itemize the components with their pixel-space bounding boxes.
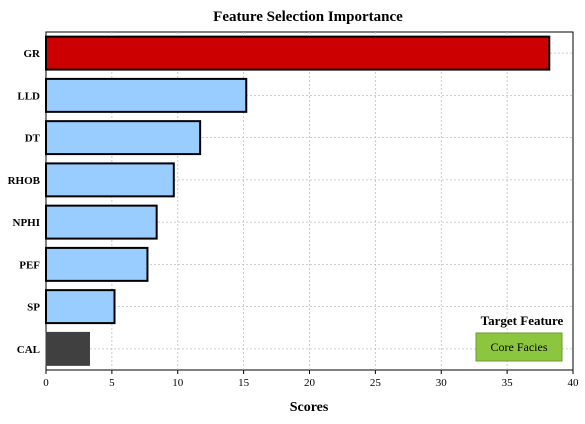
legend: Target Feature Core Facies bbox=[475, 313, 564, 362]
category-label-nphi: NPHI bbox=[13, 217, 41, 229]
x-axis-title: Scores bbox=[290, 400, 329, 415]
x-tick-label-5: 5 bbox=[109, 377, 115, 389]
bars bbox=[45, 35, 551, 366]
legend-title: Target Feature bbox=[481, 313, 564, 328]
bar-cal bbox=[45, 331, 90, 366]
legend-swatch-core-facies bbox=[475, 332, 563, 362]
bar-rhob bbox=[45, 162, 175, 198]
chart-title: Feature Selection Importance bbox=[213, 9, 403, 25]
x-axis-ticks: 0 5 10 15 20 25 30 35 40 bbox=[43, 370, 579, 389]
x-tick-label-35: 35 bbox=[502, 377, 514, 389]
x-tick-label-30: 30 bbox=[436, 377, 448, 389]
bar-gr bbox=[45, 35, 551, 71]
bar-lld bbox=[45, 77, 248, 113]
x-tick-label-20: 20 bbox=[304, 377, 316, 389]
category-label-cal: CAL bbox=[17, 344, 40, 356]
category-label-dt: DT bbox=[25, 133, 41, 145]
legend-label-core-facies: Core Facies bbox=[491, 340, 548, 354]
category-label-lld: LLD bbox=[17, 90, 40, 102]
category-labels: GR LLD DT RHOB NPHI PEF SP CAL bbox=[8, 48, 41, 356]
category-label-gr: GR bbox=[24, 48, 42, 60]
category-label-rhob: RHOB bbox=[8, 175, 41, 187]
category-label-pef: PEF bbox=[19, 259, 40, 271]
bar-pef bbox=[45, 246, 149, 282]
x-tick-label-10: 10 bbox=[172, 377, 184, 389]
x-tick-label-0: 0 bbox=[43, 377, 49, 389]
bar-sp bbox=[45, 289, 116, 325]
bar-nphi bbox=[45, 204, 158, 240]
x-tick-label-40: 40 bbox=[568, 377, 580, 389]
bar-dt bbox=[45, 120, 202, 156]
x-tick-label-25: 25 bbox=[370, 377, 382, 389]
category-label-sp: SP bbox=[27, 302, 40, 314]
x-tick-label-15: 15 bbox=[238, 377, 250, 389]
